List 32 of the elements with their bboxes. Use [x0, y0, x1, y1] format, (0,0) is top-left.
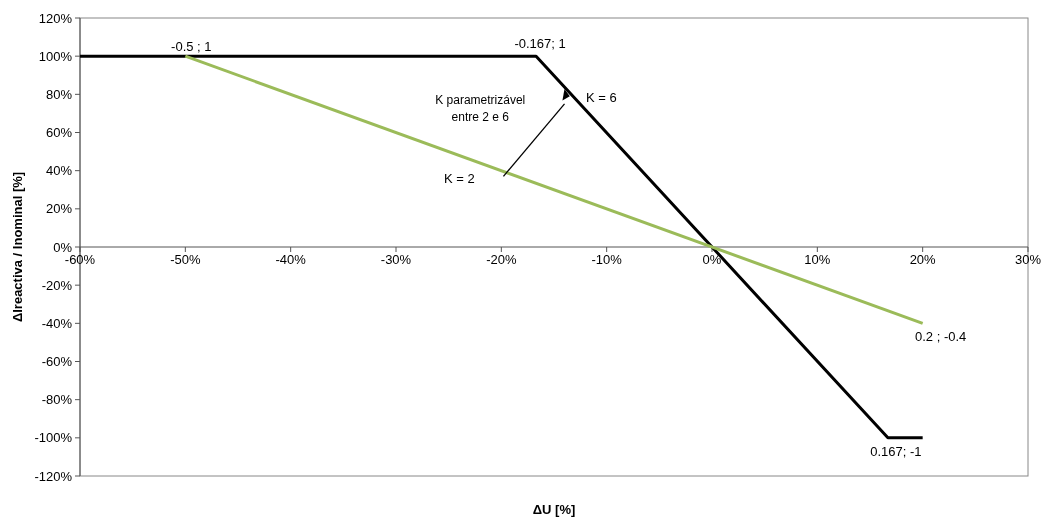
y-tick-label: -60%	[41, 354, 73, 370]
x-axis-title: ΔU [%]	[532, 502, 576, 517]
x-tick-label: 30%	[1014, 252, 1042, 267]
annotation: K parametrizável entre 2 e 6	[435, 92, 526, 124]
x-tick-label: -40%	[275, 252, 307, 267]
annotation: -0.5 ; 1	[171, 39, 212, 55]
y-tick-label: 60%	[45, 125, 73, 141]
y-tick-label: 40%	[45, 163, 73, 179]
y-tick-label: -80%	[41, 392, 73, 408]
y-tick-label: -120%	[34, 468, 73, 484]
x-tick-label: -20%	[486, 252, 517, 267]
x-tick-label: -50%	[170, 252, 201, 267]
annotation: -0.167; 1	[514, 36, 566, 52]
annotation: K = 6	[585, 90, 617, 106]
annotation: K = 2	[444, 170, 475, 186]
x-tick-label: 20%	[909, 252, 937, 267]
y-tick-label: 120%	[38, 10, 73, 26]
y-tick-label: -40%	[41, 315, 73, 331]
y-tick-label: -20%	[41, 277, 73, 293]
annotation: 0.2 ; -0.4	[915, 329, 967, 345]
x-tick-label: -10%	[591, 252, 623, 267]
y-axis-title: ΔIreactiva / Inominal [%]	[10, 171, 25, 323]
y-tick-label: 80%	[45, 86, 73, 102]
x-tick-label: -60%	[64, 252, 96, 267]
y-tick-label: 100%	[38, 48, 73, 64]
y-tick-label: 0%	[53, 239, 73, 255]
x-tick-label: 10%	[804, 252, 831, 267]
annotation: 0.167; -1	[870, 443, 922, 459]
y-tick-label: 20%	[45, 201, 73, 217]
x-tick-label: -30%	[380, 252, 412, 267]
y-tick-label: -100%	[34, 430, 73, 446]
x-tick-label: 0%	[702, 252, 722, 267]
